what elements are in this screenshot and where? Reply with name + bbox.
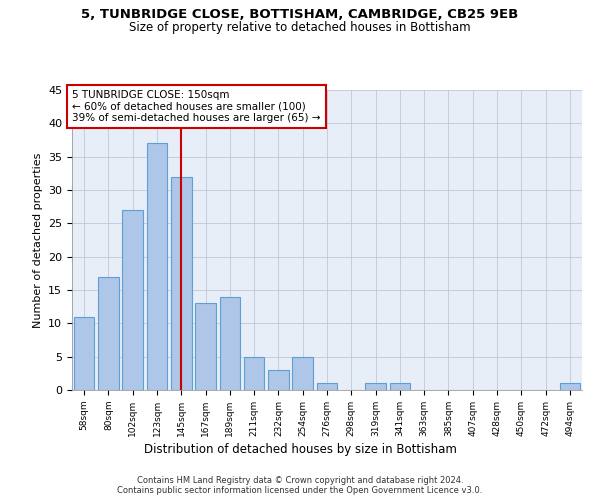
Bar — [171, 176, 191, 390]
Bar — [317, 384, 337, 390]
Text: 5 TUNBRIDGE CLOSE: 150sqm
← 60% of detached houses are smaller (100)
39% of semi: 5 TUNBRIDGE CLOSE: 150sqm ← 60% of detac… — [72, 90, 320, 123]
Text: Size of property relative to detached houses in Bottisham: Size of property relative to detached ho… — [129, 21, 471, 34]
Text: Distribution of detached houses by size in Bottisham: Distribution of detached houses by size … — [143, 442, 457, 456]
Bar — [122, 210, 143, 390]
Bar — [146, 144, 167, 390]
Bar — [268, 370, 289, 390]
Bar — [389, 384, 410, 390]
Y-axis label: Number of detached properties: Number of detached properties — [32, 152, 43, 328]
Bar — [195, 304, 216, 390]
Bar — [292, 356, 313, 390]
Bar — [244, 356, 265, 390]
Bar — [74, 316, 94, 390]
Text: Contains public sector information licensed under the Open Government Licence v3: Contains public sector information licen… — [118, 486, 482, 495]
Text: Contains HM Land Registry data © Crown copyright and database right 2024.: Contains HM Land Registry data © Crown c… — [137, 476, 463, 485]
Bar — [560, 384, 580, 390]
Bar — [365, 384, 386, 390]
Bar — [98, 276, 119, 390]
Text: 5, TUNBRIDGE CLOSE, BOTTISHAM, CAMBRIDGE, CB25 9EB: 5, TUNBRIDGE CLOSE, BOTTISHAM, CAMBRIDGE… — [82, 8, 518, 20]
Bar — [220, 296, 240, 390]
